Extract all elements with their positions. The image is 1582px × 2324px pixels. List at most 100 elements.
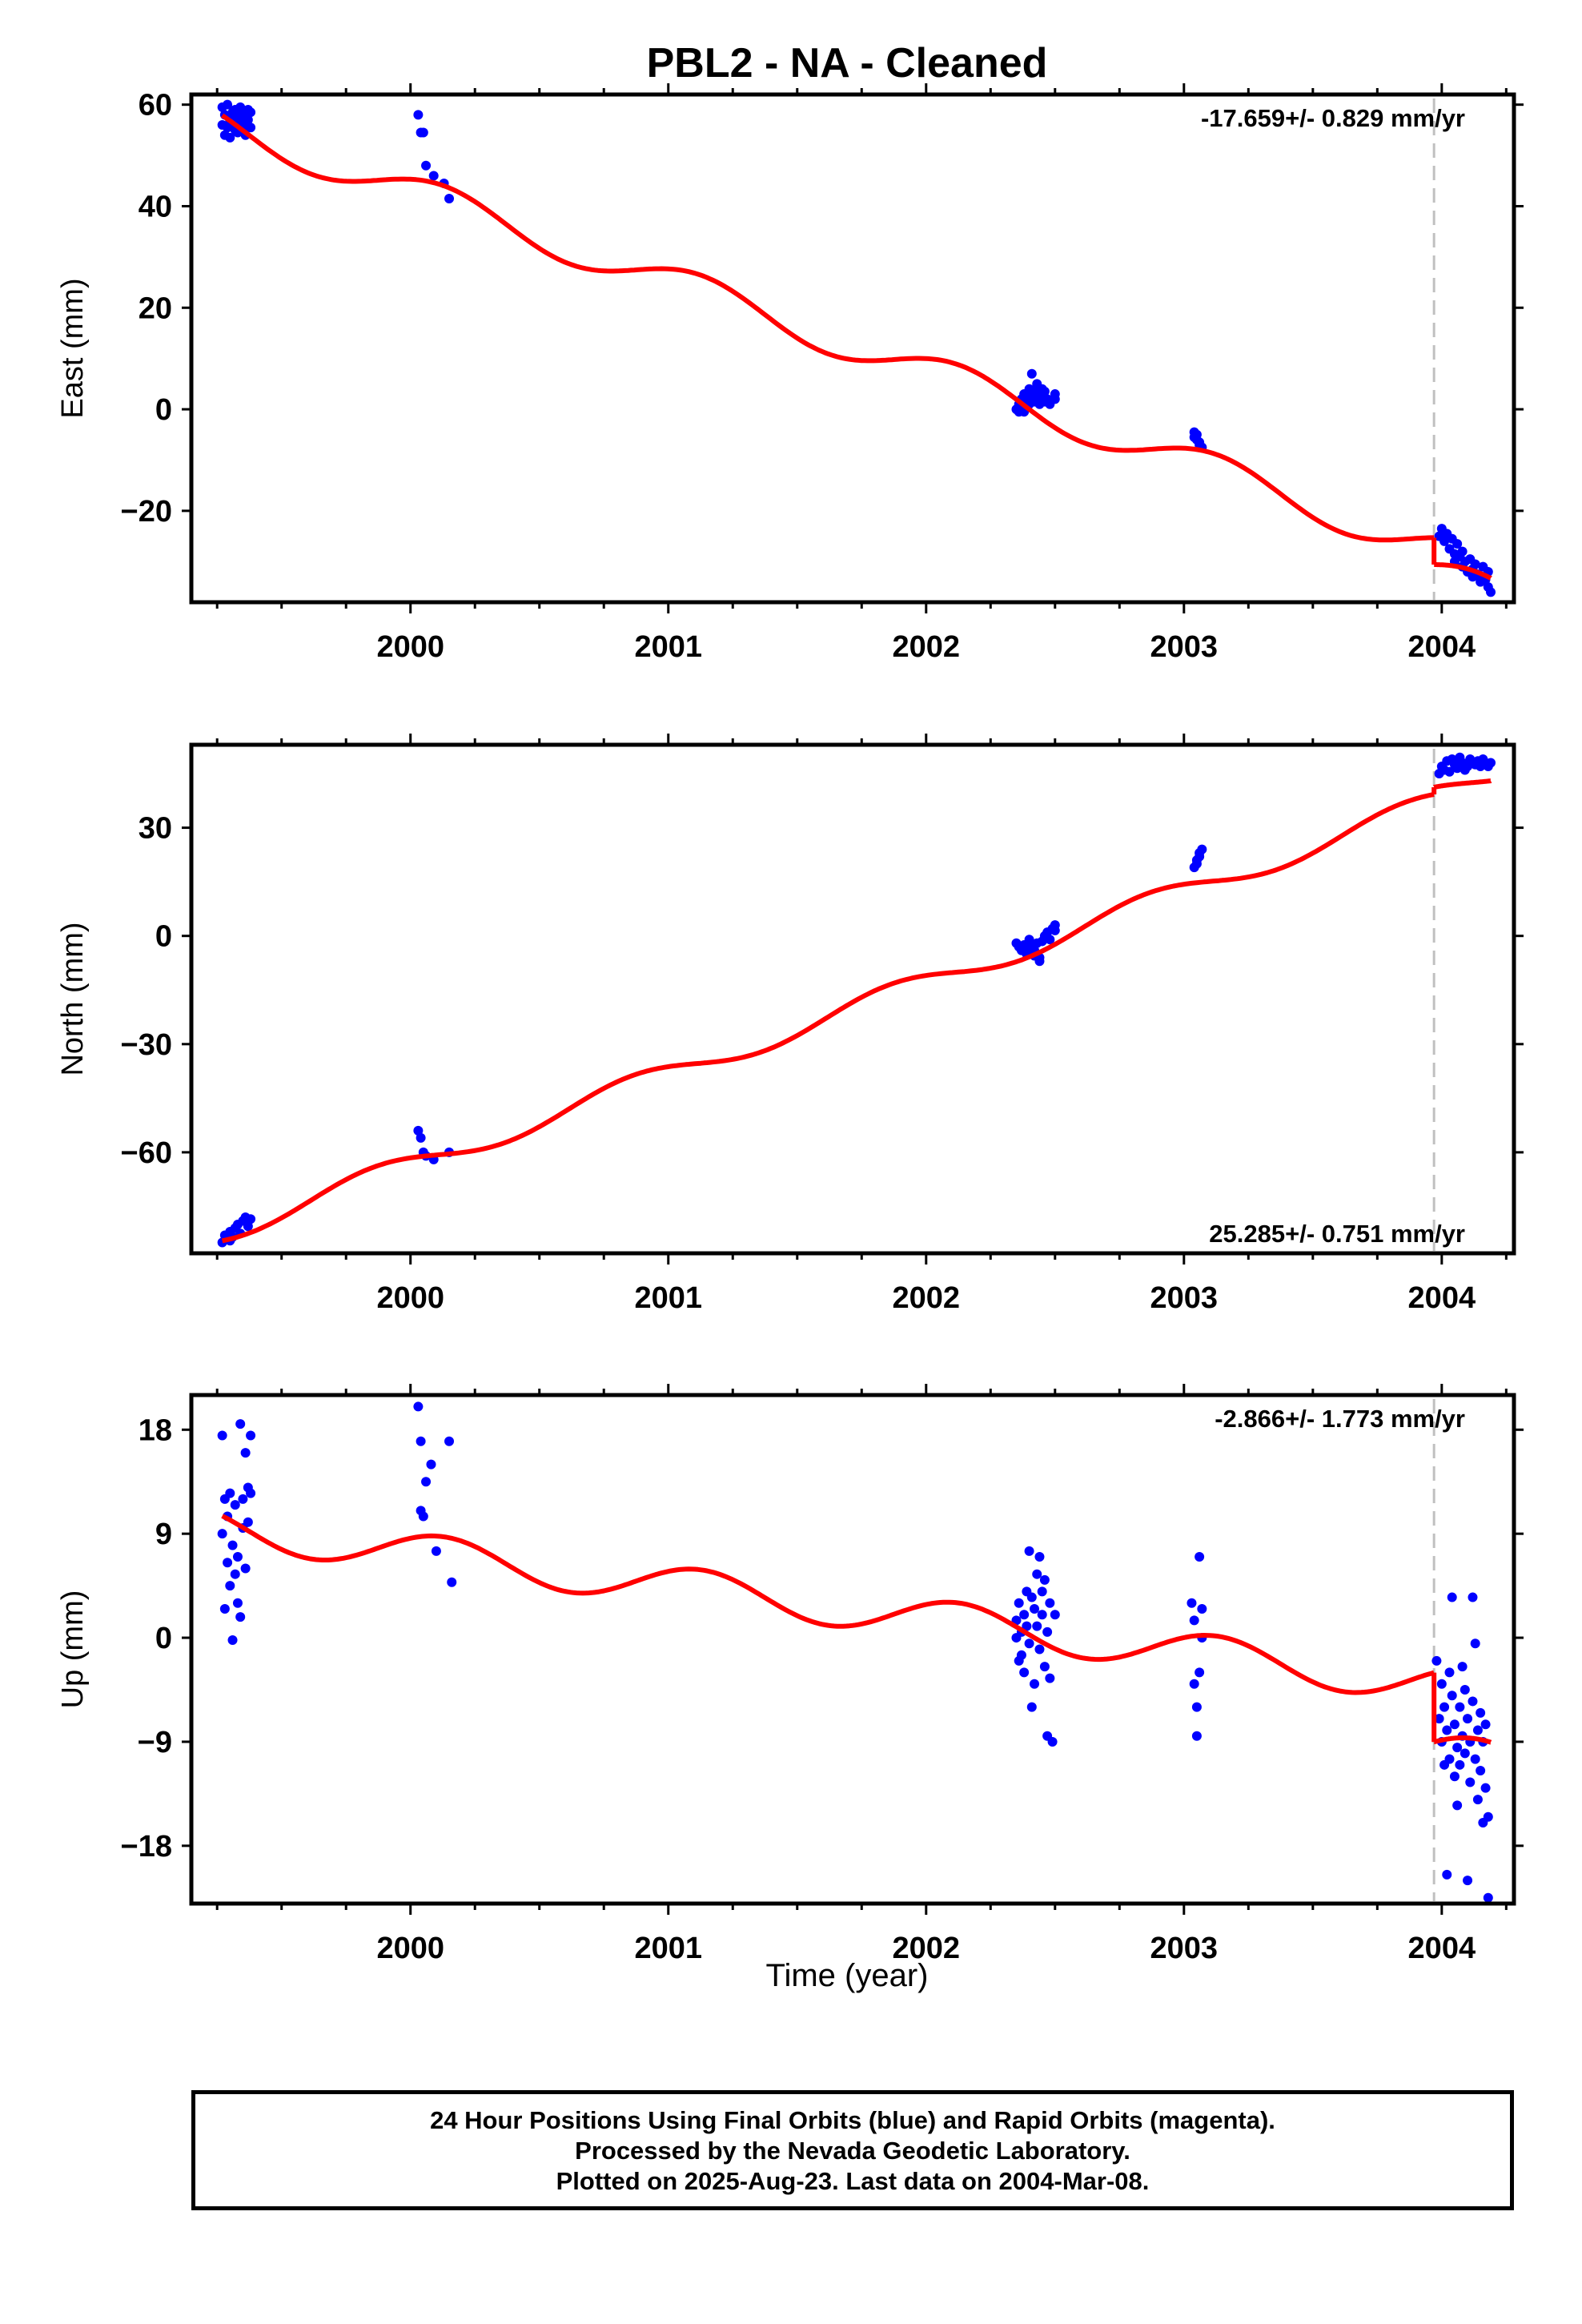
data-point	[1460, 1748, 1470, 1759]
model-fit-line	[221, 1514, 1435, 1695]
data-point	[1470, 1754, 1480, 1764]
data-point	[1030, 1679, 1040, 1689]
data-point	[1050, 389, 1060, 400]
footer-line-1: 24 Hour Positions Using Final Orbits (bl…	[430, 2106, 1275, 2134]
data-point	[1014, 1598, 1024, 1608]
data-point	[444, 193, 455, 203]
data-point	[1434, 1714, 1444, 1724]
data-point	[1442, 1869, 1452, 1880]
x-tick-label: 2004	[1408, 1281, 1476, 1315]
data-point	[1460, 1685, 1470, 1695]
data-point	[1436, 1679, 1447, 1689]
data-point	[227, 1634, 238, 1645]
data-point	[1030, 1603, 1040, 1614]
data-point	[1019, 1667, 1030, 1678]
data-point	[243, 1517, 253, 1527]
data-point	[217, 1430, 227, 1441]
data-point	[1452, 1800, 1463, 1811]
plot-frame	[189, 92, 1516, 605]
x-tick-label: 2001	[634, 1281, 702, 1315]
data-point	[416, 1132, 426, 1143]
data-point	[1444, 766, 1455, 777]
data-point	[1024, 1546, 1034, 1556]
data-point	[1442, 1725, 1452, 1735]
data-point	[1483, 1892, 1493, 1903]
data-point	[1191, 1731, 1202, 1741]
data-point	[246, 1488, 256, 1498]
data-point	[1037, 1610, 1047, 1620]
x-tick-label: 2004	[1408, 630, 1476, 664]
data-point	[1034, 956, 1045, 967]
data-point	[227, 1540, 238, 1550]
data-point	[235, 1612, 246, 1622]
data-point	[1452, 539, 1463, 549]
data-point	[1476, 1707, 1486, 1718]
data-point	[1022, 1621, 1032, 1631]
y-tick-label: 0	[155, 393, 172, 427]
y-tick-label: 40	[139, 190, 172, 223]
y-tick-label: −18	[121, 1830, 172, 1864]
y-axis-label: North (mm)	[56, 922, 90, 1076]
data-point	[1045, 935, 1055, 945]
data-point	[1470, 1638, 1480, 1649]
model-fit-line	[1431, 778, 1493, 790]
data-point	[225, 1488, 235, 1498]
data-point	[1050, 1610, 1060, 1620]
data-point	[243, 115, 253, 125]
data-point	[1189, 1615, 1199, 1626]
data-point	[431, 1546, 441, 1556]
data-point	[1016, 1650, 1026, 1660]
data-point	[1449, 1719, 1460, 1730]
model-fit-line	[220, 113, 1435, 543]
data-point	[235, 102, 246, 112]
x-axis-label: Time (year)	[766, 1958, 929, 1993]
data-point	[1447, 1691, 1457, 1701]
data-point	[421, 1477, 432, 1487]
data-point	[1444, 1667, 1455, 1678]
data-point	[1024, 1638, 1034, 1649]
east-panel: −20 0 20 40 60 2000 2001 2002 2003 2004 East (mm) -…	[56, 83, 1524, 664]
data-point	[240, 1563, 251, 1574]
data-point	[1439, 1702, 1450, 1712]
data-point	[1457, 546, 1468, 557]
x-tick-label: 2003	[1150, 1281, 1219, 1315]
data-point	[219, 1603, 230, 1614]
data-point	[1472, 1725, 1483, 1735]
data-point	[230, 1569, 240, 1579]
data-point	[1045, 1673, 1055, 1683]
data-point	[1468, 1696, 1478, 1707]
data-point	[1470, 559, 1480, 569]
model-fit-line	[1431, 1735, 1493, 1745]
data-point	[1197, 844, 1207, 854]
up-panel: −18 −9 0 9 18 2000 2001 2002 2003 2004 Up (mm) -2.8…	[56, 1384, 1524, 1965]
data-point	[1439, 536, 1450, 546]
chart-title: PBL2 - NA - Cleaned	[647, 40, 1048, 86]
north-panel: −60 −30 0 30 2000 2001 2002 2003 2004 North (mm) 2…	[56, 734, 1524, 1315]
x-tick-label: 2000	[376, 1281, 444, 1315]
data-point	[1486, 587, 1496, 597]
data-point	[217, 1529, 227, 1539]
data-point	[246, 1430, 256, 1441]
y-tick-label: 0	[155, 1622, 172, 1655]
x-tick-label: 2001	[634, 630, 702, 664]
data-point	[1447, 1592, 1457, 1602]
data-point	[1032, 1569, 1042, 1579]
data-point	[1026, 1702, 1037, 1712]
velocity-label: -17.659+/- 0.829 mm/yr	[1201, 104, 1465, 132]
data-point	[225, 132, 235, 143]
data-point	[1034, 1552, 1045, 1562]
data-point	[421, 160, 432, 171]
velocity-label: 25.285+/- 0.751 mm/yr	[1209, 1220, 1465, 1248]
y-tick-label: 60	[139, 89, 172, 123]
data-point	[1191, 1702, 1202, 1712]
data-point	[1047, 1736, 1058, 1747]
y-tick-label: 30	[139, 812, 172, 846]
data-point	[1039, 386, 1050, 396]
model-fit-line	[221, 792, 1435, 1244]
data-point	[1483, 1811, 1493, 1822]
data-point	[1034, 1644, 1045, 1655]
data-point	[230, 1500, 240, 1510]
data-point	[1186, 1598, 1197, 1608]
data-point	[1468, 1592, 1478, 1602]
x-tick-label: 2003	[1150, 630, 1219, 664]
